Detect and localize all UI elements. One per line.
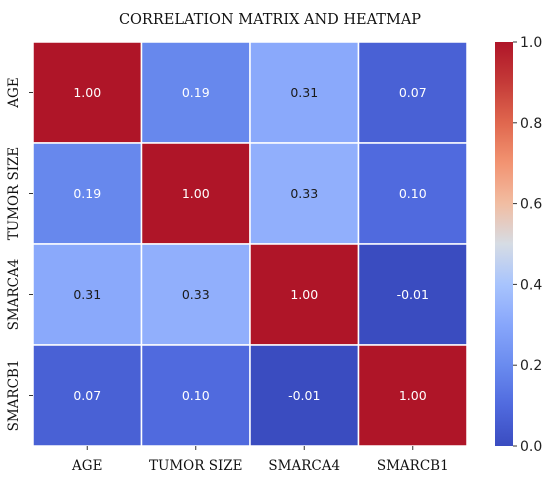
x-tick-label: TUMOR SIZE: [149, 458, 243, 474]
colorbar-tick-label: 0.4: [520, 277, 542, 293]
heatmap-cell: [140, 243, 251, 346]
cell-value-label: 0.33: [182, 287, 210, 302]
heatmap-cell: [357, 344, 468, 447]
y-tick-label: TUMOR SIZE: [6, 147, 22, 241]
cell-value-label: 1.00: [73, 85, 101, 100]
heatmap-cells: 1.00 0.19 0.31 0.07 0.19 1.00 0.33 0.10 0.31 0.33…: [32, 41, 468, 447]
cell-value-label: 1.00: [182, 186, 210, 201]
heatmap-cell: [357, 41, 468, 144]
heatmap-cell: [140, 41, 251, 144]
cell-value-label: 0.07: [399, 85, 427, 100]
cell-value-label: 1.00: [399, 388, 427, 403]
cell-value-label: 0.33: [290, 186, 318, 201]
x-tick-label: AGE: [71, 458, 102, 474]
y-tick-label: SMARCA4: [6, 259, 22, 331]
cell-value-label: -0.01: [288, 388, 320, 403]
cell-value-label: 1.00: [290, 287, 318, 302]
cell-value-label: 0.31: [290, 85, 318, 100]
heatmap-cell: [140, 344, 251, 447]
chart-title: CORRELATION MATRIX AND HEATMAP: [119, 12, 421, 28]
heatmap-cell: [249, 41, 360, 144]
colorbar-tick-label: 0.6: [520, 197, 542, 213]
x-tick-label: SMARCB1: [377, 458, 449, 474]
heatmap-cell: [140, 142, 251, 245]
heatmap-cell: [32, 41, 143, 144]
x-tick-label: SMARCA4: [268, 458, 340, 474]
x-axis-labels: AGE TUMOR SIZE SMARCA4 SMARCB1: [71, 446, 449, 474]
colorbar-tick-label: 0.0: [520, 439, 542, 455]
colorbar: 0.0 0.2 0.4 0.6 0.8 1.0: [495, 35, 542, 455]
y-tick-label: AGE: [6, 77, 22, 108]
heatmap-cell: [357, 142, 468, 245]
cell-value-label: 0.31: [73, 287, 101, 302]
y-axis-labels: AGE TUMOR SIZE SMARCA4 SMARCB1: [6, 77, 33, 431]
cell-value-label: 0.10: [399, 186, 427, 201]
cell-value-label: 0.10: [182, 388, 210, 403]
cell-value-label: 0.19: [73, 186, 101, 201]
cell-value-label: 0.07: [73, 388, 101, 403]
heatmap-cell: [357, 243, 468, 346]
colorbar-tick-label: 1.0: [520, 35, 542, 51]
cell-value-label: 0.19: [182, 85, 210, 100]
colorbar-tick-label: 0.8: [520, 116, 542, 132]
colorbar-gradient: [495, 42, 513, 446]
colorbar-tick-label: 0.2: [520, 358, 542, 374]
cell-value-label: -0.01: [397, 287, 429, 302]
y-tick-label: SMARCB1: [6, 360, 22, 432]
